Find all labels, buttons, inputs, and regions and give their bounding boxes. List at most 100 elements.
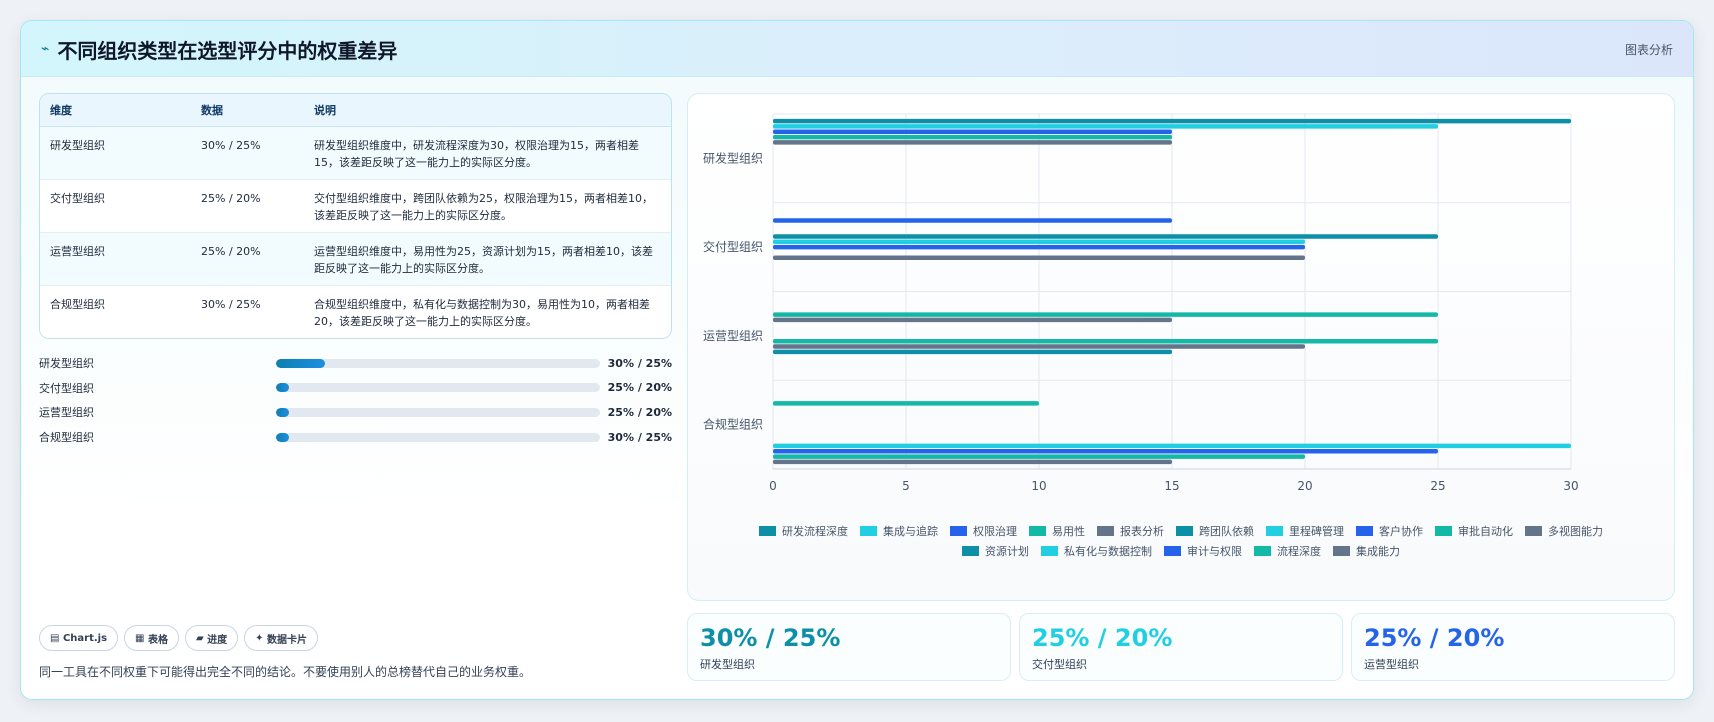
tag-chartjs[interactable]: ▤ Chart.js (39, 625, 119, 651)
title-group: ⌁ 不同组织类型在选型评分中的权重差异 (41, 21, 397, 77)
chart-analysis-button[interactable]: 图表分析 (1624, 42, 1673, 57)
x-tick-label: 25 (1430, 479, 1445, 493)
legend-label: 里程碑管理 (1289, 525, 1344, 538)
bar (773, 134, 1172, 140)
legend-swatch (1097, 526, 1114, 536)
legend-item[interactable]: 多视图能力 (1525, 524, 1603, 538)
tag-data-card[interactable]: ✦ 数据卡片 (244, 625, 319, 651)
bar (773, 401, 1039, 406)
x-tick-label: 15 (1164, 479, 1179, 493)
progress-row: 运营型组织 25% / 20% (39, 400, 672, 425)
kpi-card: 25% / 20% 运营型组织 (1351, 613, 1675, 681)
data-table: 维度 数据 说明 研发型组织 30% / 25% 研发型组织维度中，研发流程深度… (39, 93, 672, 339)
progress-row: 交付型组织 25% / 20% (39, 376, 672, 401)
progress-row: 合规型组织 30% / 25% (39, 425, 672, 450)
legend-item[interactable]: 跨团队依赖 (1176, 524, 1254, 538)
y-tick-label: 研发型组织 (703, 150, 763, 165)
legend-label: 审计与权限 (1187, 545, 1242, 558)
y-tick-label: 合规型组织 (703, 417, 763, 432)
tag-label: Chart.js (62, 632, 108, 644)
legend-label: 多视图能力 (1548, 525, 1603, 538)
footnote: 同一工具在不同权重下可能得出完全不同的结论。不要使用别人的总榜替代自己的业务权重… (39, 665, 532, 679)
x-tick-label: 10 (1031, 479, 1046, 493)
legend-swatch (950, 526, 967, 536)
tag-group: ▤ Chart.js ▦ 表格 ▰ 进度 ✦ 数据卡片 (39, 625, 319, 651)
legend-swatch (1176, 526, 1193, 536)
lightning-icon: ⌁ (41, 41, 50, 57)
progress-fill (276, 383, 289, 393)
legend-item[interactable]: 研发流程深度 (759, 524, 848, 538)
legend-item[interactable]: 私有化与数据控制 (1041, 544, 1152, 558)
progress-label: 合规型组织 (39, 431, 94, 445)
row-data: 25% / 20% (191, 179, 304, 233)
progress-label: 交付型组织 (39, 381, 94, 395)
legend-item[interactable]: 报表分析 (1097, 524, 1164, 538)
row-description: 研发型组织维度中，研发流程深度为30，权限治理为15，两者相差15，该差距反映了… (304, 126, 671, 180)
legend-item[interactable]: 审批自动化 (1435, 524, 1513, 538)
legend-label: 集成与追踪 (883, 525, 938, 538)
legend-label: 权限治理 (973, 525, 1017, 538)
bar (773, 349, 1172, 355)
bar (773, 124, 1438, 129)
bar (773, 140, 1172, 145)
legend-item[interactable]: 里程碑管理 (1266, 524, 1344, 538)
legend-label: 集成能力 (1356, 545, 1400, 558)
bar (773, 317, 1172, 323)
card-header: ⌁ 不同组织类型在选型评分中的权重差异 图表分析 (21, 21, 1693, 77)
legend-label: 跨团队依赖 (1199, 525, 1254, 538)
bar (773, 443, 1571, 449)
progress-label: 研发型组织 (39, 357, 94, 371)
progress-fill (276, 407, 289, 417)
card-body: 维度 数据 说明 研发型组织 30% / 25% 研发型组织维度中，研发流程深度… (21, 77, 1693, 699)
legend-item[interactable]: 集成能力 (1333, 544, 1400, 558)
legend-swatch (1164, 546, 1181, 556)
y-tick-label: 运营型组织 (703, 329, 763, 343)
column-header-dimension: 维度 (40, 94, 191, 127)
legend-swatch (1356, 526, 1373, 536)
legend-item[interactable]: 易用性 (1029, 524, 1085, 538)
legend-swatch (1254, 546, 1271, 556)
legend-label: 研发流程深度 (782, 525, 848, 538)
progress-track (276, 432, 600, 442)
legend-item[interactable]: 审计与权限 (1164, 544, 1242, 558)
sparkle-icon: ✦ (255, 632, 264, 644)
x-tick-label: 0 (769, 479, 777, 493)
legend-swatch (759, 526, 776, 536)
y-tick-label: 交付型组织 (703, 239, 763, 254)
legend-label: 资源计划 (985, 545, 1029, 558)
kpi-value: 30% / 25% (700, 624, 841, 652)
row-data: 30% / 25% (191, 285, 304, 338)
kpi-label: 研发型组织 (700, 658, 755, 671)
bar (773, 234, 1438, 239)
legend-item[interactable]: 集成与追踪 (860, 524, 938, 538)
tag-label: 数据卡片 (267, 634, 308, 646)
legend-label: 客户协作 (1379, 525, 1423, 538)
legend-swatch (1435, 526, 1452, 536)
table-icon: ▦ (135, 632, 145, 644)
table-row: 交付型组织 25% / 20% 交付型组织维度中，跨团队依赖为25，权限治理为1… (40, 179, 671, 233)
progress-fill (276, 432, 289, 442)
row-data: 25% / 20% (191, 232, 304, 286)
bar (773, 129, 1172, 134)
row-dimension: 合规型组织 (40, 285, 191, 338)
legend-item[interactable]: 资源计划 (962, 544, 1029, 558)
kpi-card: 25% / 20% 交付型组织 (1019, 613, 1343, 681)
kpi-label: 交付型组织 (1032, 658, 1087, 671)
chart-panel: 0 5 10 15 20 25 30 研发型组织 交付型组织 运营型组织 合规型组织 研发流程深度集… (687, 93, 1675, 601)
table-row: 合规型组织 30% / 25% 合规型组织维度中，私有化与数据控制为30，易用性… (40, 285, 671, 338)
row-description: 运营型组织维度中，易用性为25，资源计划为15，两者相差10，该差距反映了这一能… (304, 232, 671, 286)
legend-item[interactable]: 流程深度 (1254, 544, 1321, 558)
legend-item[interactable]: 客户协作 (1356, 524, 1423, 538)
bar (773, 218, 1172, 223)
tag-table[interactable]: ▦ 表格 (124, 625, 179, 651)
bar (773, 459, 1172, 465)
row-data: 30% / 25% (191, 126, 304, 180)
progress-track (276, 358, 600, 368)
tag-label: 进度 (207, 634, 228, 646)
tag-progress[interactable]: ▰ 进度 (184, 625, 239, 651)
bar (773, 312, 1438, 317)
progress-track (276, 407, 600, 417)
legend-item[interactable]: 权限治理 (950, 524, 1017, 538)
bar (773, 454, 1305, 459)
